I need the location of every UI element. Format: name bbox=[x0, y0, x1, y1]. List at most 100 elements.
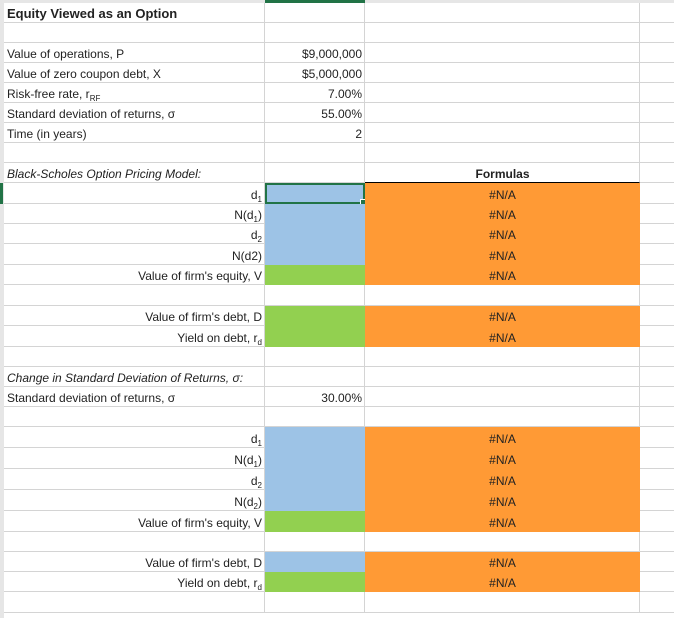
cell-c[interactable]: #N/A bbox=[365, 244, 640, 265]
cell-a[interactable]: N(d2) bbox=[4, 244, 265, 265]
cell-a[interactable]: Equity Viewed as an Option bbox=[4, 3, 265, 23]
cell-d[interactable] bbox=[640, 224, 674, 244]
cell-c[interactable]: Formulas bbox=[365, 163, 640, 183]
cell-a[interactable] bbox=[4, 407, 265, 427]
cell-c[interactable]: #N/A bbox=[365, 552, 640, 572]
cell-d[interactable] bbox=[640, 469, 674, 490]
cell-b[interactable]: 2 bbox=[265, 123, 365, 143]
cell-a[interactable]: Value of firm's debt, D bbox=[4, 552, 265, 572]
cell-c[interactable] bbox=[365, 83, 640, 103]
cell-b[interactable] bbox=[265, 204, 365, 224]
cell-d[interactable] bbox=[640, 592, 674, 613]
cell-d[interactable] bbox=[640, 63, 674, 83]
cell-b[interactable] bbox=[265, 23, 365, 43]
cell-b[interactable] bbox=[265, 511, 365, 532]
cell-a[interactable]: Standard deviation of returns, σ bbox=[4, 387, 265, 407]
cell-a[interactable] bbox=[4, 347, 265, 367]
cell-d[interactable] bbox=[640, 511, 674, 532]
cell-d[interactable] bbox=[640, 326, 674, 347]
cell-a[interactable] bbox=[4, 285, 265, 306]
cell-b[interactable] bbox=[265, 347, 365, 367]
cell-b[interactable] bbox=[265, 224, 365, 244]
cell-c[interactable]: #N/A bbox=[365, 469, 640, 490]
cell-c[interactable]: #N/A bbox=[365, 326, 640, 347]
cell-d[interactable] bbox=[640, 552, 674, 572]
cell-d[interactable] bbox=[640, 163, 674, 183]
cell-d[interactable] bbox=[640, 306, 674, 326]
cell-b[interactable] bbox=[265, 163, 365, 183]
cell-c[interactable] bbox=[365, 3, 640, 23]
cell-d[interactable] bbox=[640, 532, 674, 552]
cell-a[interactable]: Risk-free rate, rRF bbox=[4, 83, 265, 103]
cell-b[interactable] bbox=[265, 367, 365, 387]
cell-d[interactable] bbox=[640, 83, 674, 103]
cell-c[interactable]: #N/A bbox=[365, 306, 640, 326]
cell-c[interactable] bbox=[365, 592, 640, 613]
cell-b[interactable] bbox=[265, 183, 367, 206]
cell-a[interactable]: Yield on debt, rd bbox=[4, 572, 265, 592]
cell-a[interactable]: d1 bbox=[4, 427, 265, 448]
cell-a[interactable]: Black-Scholes Option Pricing Model: bbox=[4, 163, 265, 183]
cell-d[interactable] bbox=[640, 244, 674, 265]
cell-a[interactable]: Yield on debt, rd bbox=[4, 326, 265, 347]
cell-a[interactable]: d2 bbox=[4, 224, 265, 244]
cell-a[interactable]: N(d1) bbox=[4, 448, 265, 469]
cell-a[interactable]: Value of firm's equity, V bbox=[4, 265, 265, 285]
cell-a[interactable]: d2 bbox=[4, 469, 265, 490]
cell-c[interactable] bbox=[365, 123, 640, 143]
cell-c[interactable] bbox=[365, 285, 640, 306]
cell-b[interactable]: $9,000,000 bbox=[265, 43, 365, 63]
cell-c[interactable]: #N/A bbox=[365, 511, 640, 532]
cell-c[interactable] bbox=[365, 347, 640, 367]
cell-c[interactable]: #N/A bbox=[365, 204, 640, 224]
cell-c[interactable]: #N/A bbox=[365, 448, 640, 469]
cell-b[interactable] bbox=[265, 532, 365, 552]
cell-d[interactable] bbox=[640, 3, 674, 23]
cell-b[interactable] bbox=[265, 592, 365, 613]
cell-a[interactable]: N(d1) bbox=[4, 204, 265, 224]
cell-c[interactable]: #N/A bbox=[365, 183, 640, 204]
cell-b[interactable] bbox=[265, 244, 365, 265]
cell-d[interactable] bbox=[640, 23, 674, 43]
cell-d[interactable] bbox=[640, 143, 674, 163]
cell-a[interactable] bbox=[4, 592, 265, 613]
cell-b[interactable] bbox=[265, 285, 365, 306]
cell-d[interactable] bbox=[640, 572, 674, 592]
cell-b[interactable] bbox=[265, 490, 365, 511]
cell-d[interactable] bbox=[640, 490, 674, 511]
cell-b[interactable] bbox=[265, 469, 365, 490]
cell-c[interactable] bbox=[365, 63, 640, 83]
cell-c[interactable] bbox=[365, 103, 640, 123]
cell-a[interactable] bbox=[4, 143, 265, 163]
cell-d[interactable] bbox=[640, 347, 674, 367]
cell-c[interactable] bbox=[365, 387, 640, 407]
cell-b[interactable]: 7.00% bbox=[265, 83, 365, 103]
cell-d[interactable] bbox=[640, 427, 674, 448]
cell-c[interactable] bbox=[365, 23, 640, 43]
cell-b[interactable] bbox=[265, 427, 365, 448]
cell-c[interactable]: #N/A bbox=[365, 427, 640, 448]
cell-d[interactable] bbox=[640, 265, 674, 285]
cell-a[interactable]: Change in Standard Deviation of Returns,… bbox=[4, 367, 265, 387]
cell-d[interactable] bbox=[640, 43, 674, 63]
cell-c[interactable] bbox=[365, 43, 640, 63]
cell-c[interactable] bbox=[365, 367, 640, 387]
cell-b[interactable]: 30.00% bbox=[265, 387, 365, 407]
cell-a[interactable]: Standard deviation of returns, σ bbox=[4, 103, 265, 123]
cell-b[interactable] bbox=[265, 326, 365, 347]
cell-a[interactable] bbox=[4, 532, 265, 552]
cell-c[interactable] bbox=[365, 407, 640, 427]
cell-d[interactable] bbox=[640, 123, 674, 143]
cell-d[interactable] bbox=[640, 407, 674, 427]
cell-a[interactable]: Value of zero coupon debt, X bbox=[4, 63, 265, 83]
cell-d[interactable] bbox=[640, 387, 674, 407]
cell-c[interactable]: #N/A bbox=[365, 224, 640, 244]
cell-b[interactable] bbox=[265, 552, 365, 572]
cell-b[interactable] bbox=[265, 448, 365, 469]
cell-a[interactable]: N(d2) bbox=[4, 490, 265, 511]
cell-c[interactable]: #N/A bbox=[365, 572, 640, 592]
cell-c[interactable]: #N/A bbox=[365, 490, 640, 511]
cell-b[interactable] bbox=[265, 3, 365, 23]
cell-d[interactable] bbox=[640, 285, 674, 306]
cell-c[interactable] bbox=[365, 143, 640, 163]
